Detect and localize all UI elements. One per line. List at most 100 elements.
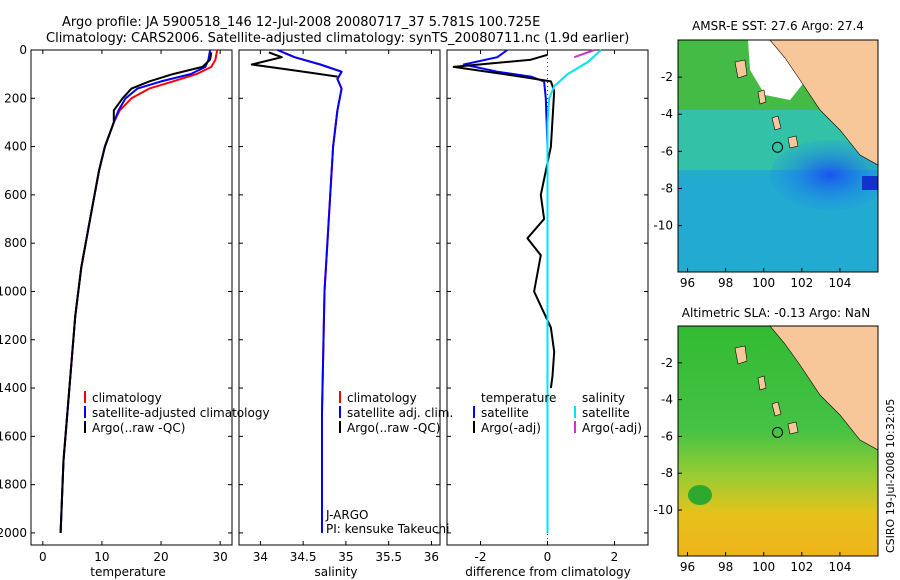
lat-tick-label: -4 [661,107,673,121]
lat-tick-label: -8 [661,466,673,480]
x-tick-label: 34 [253,550,268,564]
x-tick-label: 0 [39,550,47,564]
sst-map-frame [677,39,879,273]
sla-map-title: Altimetric SLA: -0.13 Argo: NaN [682,306,870,320]
salinity-plot-frame [238,49,441,546]
y-tick-label: 2000 [0,526,27,540]
sst-cold-core [862,176,878,190]
lon-tick-label: 100 [752,276,775,290]
sst-cold-anomaly [770,140,878,210]
sst-argo-location-marker [772,141,784,153]
lon-tick-label: 102 [790,276,813,290]
series-line-argo-adj- [452,53,556,389]
lon-tick-label: 102 [790,560,813,574]
legend-satellite-label: satellite adj. clim. [347,406,453,420]
series-line-argo-raw-qc- [59,52,213,533]
temperature-panel: 0 10 20 30 0 200 400 600 800 1000 1200 1400 1600 1800… [0,43,270,579]
x-tick-label: 34.5 [290,550,317,564]
sst-island [771,115,782,131]
x-tick-label: 30 [213,550,228,564]
x-tick-label: 20 [153,550,168,564]
temperature-xlabel: temperature [90,565,165,579]
x-tick-label: 10 [94,550,109,564]
y-tick-label: 400 [4,140,27,154]
legend-argo-label: Argo(..raw -QC) [347,421,440,435]
series-line-satellite-adj-clim- [277,49,343,533]
program-annotation: J-ARGO [325,508,368,522]
y-tick-label: 1200 [0,333,27,347]
lat-tick-label: -6 [661,144,673,158]
salinity-panel: 34 34.5 35 35.5 36 salinity climatology sate… [238,49,453,579]
lat-tick-label: -10 [653,503,673,517]
salinity-legend: climatology satellite adj. clim. Argo(..… [339,391,453,435]
lat-tick-label: -2 [661,356,673,370]
lat-tick-label: -6 [661,429,673,443]
sla-argo-location-marker [772,426,784,438]
lon-tick-label: 96 [680,276,695,290]
sla-island [734,345,748,365]
legend-sal-satellite-label: satellite [582,406,630,420]
legend-temperature-heading: temperature [481,391,556,405]
y-tick-label: 1800 [0,478,27,492]
sst-map: AMSR-E SST: 27.6 Argo: 27.4 96 98 100 102 10… [653,19,879,290]
lon-tick-label: 104 [828,276,851,290]
legend-climatology-label: climatology [347,391,417,405]
y-tick-label: 1400 [0,381,27,395]
x-tick-label: 0 [544,550,552,564]
y-tick-label: 1000 [0,284,27,298]
temperature-plot-frame [30,49,233,546]
legend-climatology-label: climatology [92,391,162,405]
x-tick-label: -2 [475,550,487,564]
sla-low-anomaly [688,485,712,505]
y-tick-label: 600 [4,188,27,202]
difference-panel: -2 0 2 difference from climatology tempera… [446,49,649,579]
temperature-legend: climatology satellite-adjusted climatolo… [84,391,270,435]
lon-tick-label: 104 [828,560,851,574]
series-line-climatology [59,49,219,533]
series-line-satellite [546,49,602,533]
lon-tick-label: 98 [718,560,733,574]
x-tick-label: 36 [424,550,439,564]
series-line-argo-raw-qc- [250,51,338,78]
sla-sumatra-land [769,326,878,451]
series-line-satellite-adjusted-climatology [59,49,212,533]
series-line-argo-adj- [573,49,595,59]
y-tick-label: 200 [4,91,27,105]
legend-satellite-label: satellite-adjusted climatology [92,406,270,420]
legend-temp-argo-label: Argo(-adj) [481,421,541,435]
sst-island [757,89,767,105]
pi-annotation: PI: kensuke Takeuchi [326,522,449,536]
salinity-xlabel: salinity [314,565,357,579]
x-tick-label: 35.5 [375,550,402,564]
sla-map: Altimetric SLA: -0.13 Argo: NaN 96 98 100 1… [653,306,879,574]
difference-legend: temperature salinity satellite Argo(-adj… [473,391,642,435]
sst-sumatra-land [769,40,878,166]
difference-xlabel: difference from climatology [465,565,631,579]
legend-sal-argo-label: Argo(-adj) [582,421,642,435]
y-tick-label: 1600 [0,429,27,443]
sla-island [771,401,782,417]
legend-argo-label: Argo(..raw -QC) [92,421,185,435]
series-line-climatology [277,49,343,533]
csiro-timestamp: CSIRO 19-Jul-2008 10:32:05 [884,399,897,553]
legend-temp-satellite-label: satellite [481,406,529,420]
lon-tick-label: 96 [680,560,695,574]
lon-tick-label: 98 [718,276,733,290]
sla-map-frame [677,325,879,557]
sla-island [757,375,767,391]
lat-tick-label: -4 [661,393,673,407]
header-line2: Climatology: CARS2006. Satellite-adjuste… [46,31,629,46]
x-tick-label: 2 [611,550,619,564]
lat-tick-label: -8 [661,181,673,195]
lon-tick-label: 100 [752,560,775,574]
lat-tick-label: -10 [653,219,673,233]
y-tick-label: 0 [19,43,27,57]
sst-map-title: AMSR-E SST: 27.6 Argo: 27.4 [692,19,864,33]
x-tick-label: 35 [338,550,353,564]
legend-salinity-heading: salinity [582,391,625,405]
sst-island [734,59,748,79]
sst-island [787,135,799,149]
header-line1: Argo profile: JA 5900518_146 12-Jul-2008… [62,15,540,30]
lat-tick-label: -2 [661,70,673,84]
